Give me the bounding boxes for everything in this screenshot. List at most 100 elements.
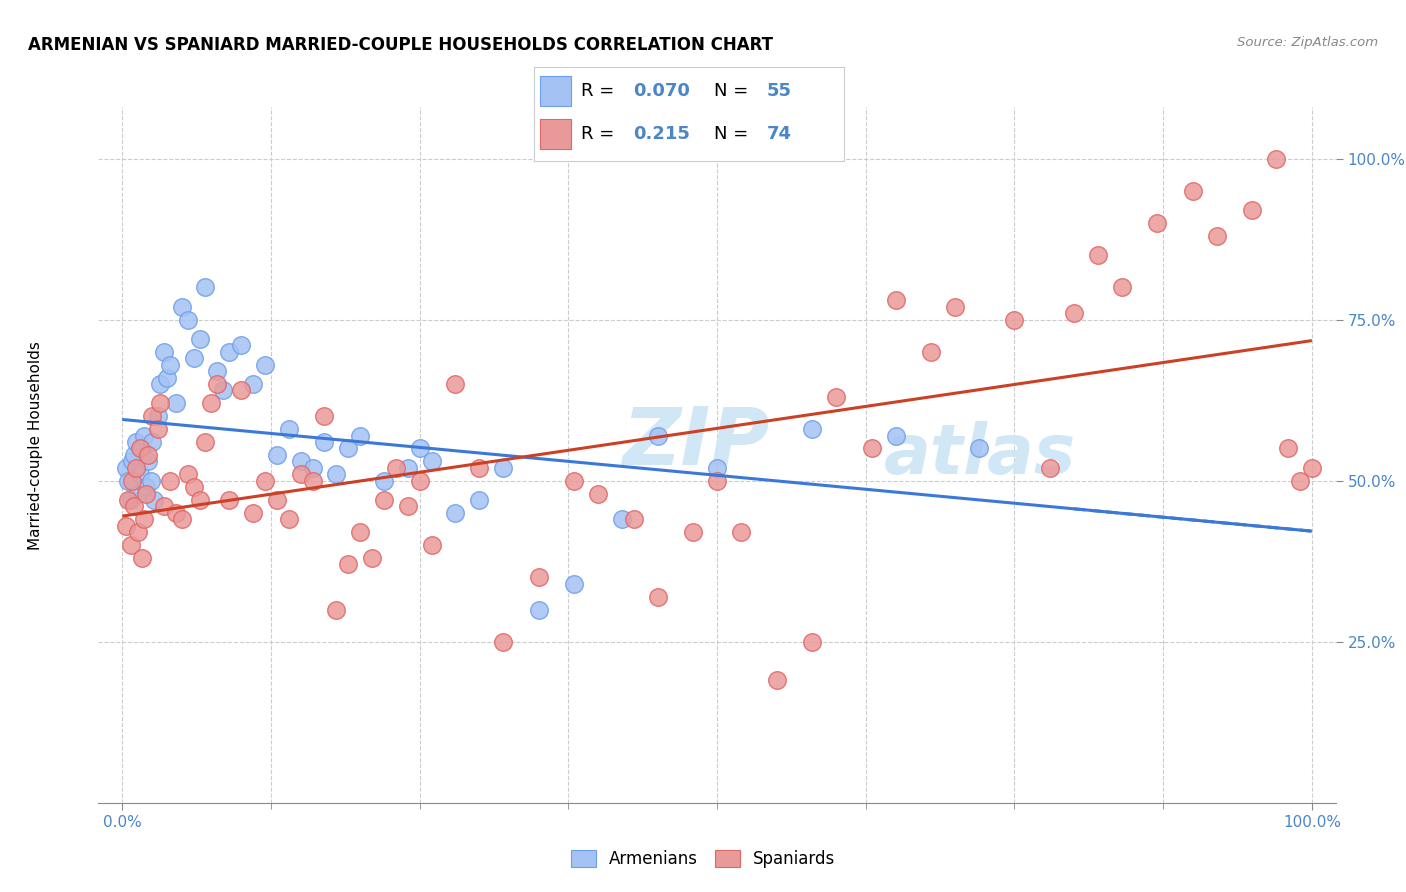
Point	[117, 493, 139, 508]
Point	[1205, 228, 1227, 243]
Point	[114, 518, 136, 533]
Point	[562, 474, 585, 488]
Point	[176, 467, 198, 482]
Point	[121, 454, 143, 468]
Point	[325, 467, 347, 482]
Text: 74: 74	[766, 126, 792, 144]
Point	[183, 351, 205, 366]
Point	[153, 344, 176, 359]
Point	[141, 435, 163, 450]
Point	[373, 474, 395, 488]
Point	[730, 525, 752, 540]
Point	[765, 673, 787, 688]
Point	[337, 442, 360, 456]
Point	[361, 551, 384, 566]
Point	[120, 493, 142, 508]
Point	[492, 460, 515, 475]
Point	[242, 506, 264, 520]
Point	[682, 525, 704, 540]
Legend: Armenians, Spaniards: Armenians, Spaniards	[564, 843, 842, 875]
Point	[610, 512, 633, 526]
Point	[135, 480, 157, 494]
Point	[138, 454, 160, 468]
Point	[1004, 312, 1026, 326]
Point	[396, 500, 419, 514]
Point	[408, 442, 430, 456]
Point	[183, 480, 205, 494]
Point	[290, 467, 312, 482]
Point	[242, 377, 264, 392]
Point	[623, 512, 645, 526]
Point	[884, 428, 907, 442]
Point	[129, 442, 152, 456]
Point	[967, 442, 990, 456]
Point	[527, 570, 550, 584]
Point	[218, 493, 240, 508]
Point	[218, 344, 240, 359]
Point	[132, 512, 155, 526]
Text: 0.215: 0.215	[633, 126, 690, 144]
Point	[884, 293, 907, 308]
Point	[860, 442, 883, 456]
Point	[349, 428, 371, 442]
Point	[125, 435, 148, 450]
Point	[444, 377, 467, 392]
Point	[212, 384, 235, 398]
Point	[468, 460, 491, 475]
Point	[156, 370, 179, 384]
Point	[301, 474, 323, 488]
Point	[706, 474, 728, 488]
Point	[141, 409, 163, 424]
Point	[231, 384, 253, 398]
Point	[586, 486, 609, 500]
Point	[266, 448, 288, 462]
Point	[125, 460, 148, 475]
Point	[170, 300, 193, 314]
Point	[127, 486, 149, 500]
Point	[647, 590, 669, 604]
Point	[117, 474, 139, 488]
Point	[1289, 474, 1312, 488]
Point	[139, 474, 162, 488]
Point	[1301, 460, 1323, 475]
Point	[706, 460, 728, 475]
Point	[492, 634, 515, 648]
Point	[132, 428, 155, 442]
Point	[314, 435, 336, 450]
Text: Source: ZipAtlas.com: Source: ZipAtlas.com	[1237, 36, 1378, 49]
Text: N =: N =	[714, 126, 754, 144]
Point	[825, 390, 848, 404]
Bar	[540, 77, 571, 106]
Point	[146, 422, 169, 436]
Point	[1039, 460, 1062, 475]
Point	[290, 454, 312, 468]
Point	[131, 551, 153, 566]
Point	[1265, 152, 1288, 166]
Point	[165, 506, 187, 520]
Point	[943, 300, 966, 314]
Point	[1277, 442, 1299, 456]
Point	[170, 512, 193, 526]
Text: 55: 55	[766, 82, 792, 100]
Point	[314, 409, 336, 424]
Point	[159, 358, 181, 372]
Point	[337, 558, 360, 572]
Point	[647, 428, 669, 442]
Point	[120, 538, 142, 552]
Point	[1111, 280, 1133, 294]
Point	[188, 332, 211, 346]
Point	[1181, 184, 1204, 198]
Point	[253, 474, 276, 488]
Point	[131, 442, 153, 456]
Point	[149, 377, 172, 392]
Point	[1063, 306, 1085, 320]
Point	[373, 493, 395, 508]
Point	[231, 338, 253, 352]
Point	[562, 576, 585, 591]
Point	[194, 280, 217, 294]
Text: R =: R =	[581, 126, 626, 144]
Point	[122, 448, 145, 462]
Point	[468, 493, 491, 508]
Point	[253, 358, 276, 372]
Point	[207, 377, 229, 392]
